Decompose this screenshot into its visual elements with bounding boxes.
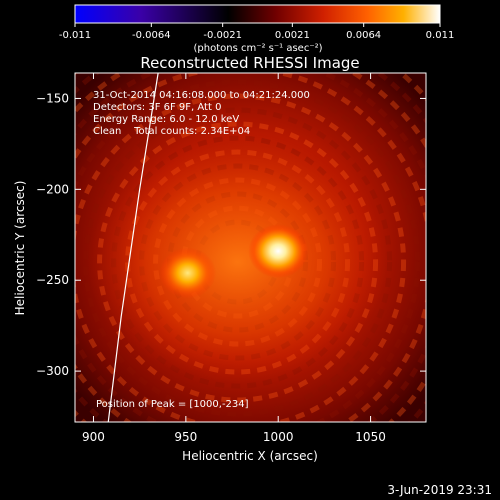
y-tick-label: −250	[36, 273, 69, 287]
solar-limb-curve	[107, 73, 159, 422]
x-tick-label: 950	[174, 430, 197, 444]
colorbar-ticks: -0.011 -0.0064 -0.0021 0.0021 0.0064 0.011	[59, 23, 454, 41]
plot-frame	[74, 72, 427, 423]
x-tick-label: 1000	[263, 430, 294, 444]
colorbar-tick-label: -0.0064	[132, 30, 171, 41]
colorbar-tick-label: 0.0064	[346, 30, 381, 41]
colorbar	[74, 4, 441, 24]
axis-ticks: 900 950 1000 1050 −150 −200 −250 −300	[36, 73, 426, 444]
footer-date: 3-Jun-2019 23:31	[387, 483, 492, 497]
colorbar-label: (photons cm⁻² s⁻¹ asec⁻²)	[193, 43, 322, 54]
colorbar-tick-label: 0.0021	[275, 30, 310, 41]
y-tick-label: −300	[36, 364, 69, 378]
y-tick-label: −200	[36, 182, 69, 196]
image-area	[75, 73, 426, 422]
chart-title: Reconstructed RHESSI Image	[140, 54, 359, 72]
annotation-detectors: Detectors: 3F 6F 9F, Att 0	[93, 102, 221, 113]
x-tick-label: 900	[82, 430, 105, 444]
x-axis-title: Heliocentric X (arcsec)	[182, 449, 318, 463]
colorbar-tick-label: -0.0021	[203, 30, 242, 41]
annotation-counts: Clean Total counts: 2.34E+04	[93, 126, 250, 137]
flare-source	[159, 247, 217, 299]
y-axis-title: Heliocentric Y (arcsec)	[13, 181, 27, 316]
sources	[159, 224, 309, 299]
annotation-time: 31-Oct-2014 04:16:08.000 to 04:21:24.000	[93, 90, 310, 101]
colorbar-tick-label: -0.011	[59, 30, 91, 41]
annotation-energy: Energy Range: 6.0 - 12.0 keV	[93, 114, 239, 125]
flare-source	[248, 224, 309, 279]
peak-position-label: Position of Peak = [1000,-234]	[96, 399, 249, 410]
colorbar-tick-label: 0.011	[426, 30, 455, 41]
x-tick-label: 1050	[355, 430, 386, 444]
y-tick-label: −150	[36, 91, 69, 105]
